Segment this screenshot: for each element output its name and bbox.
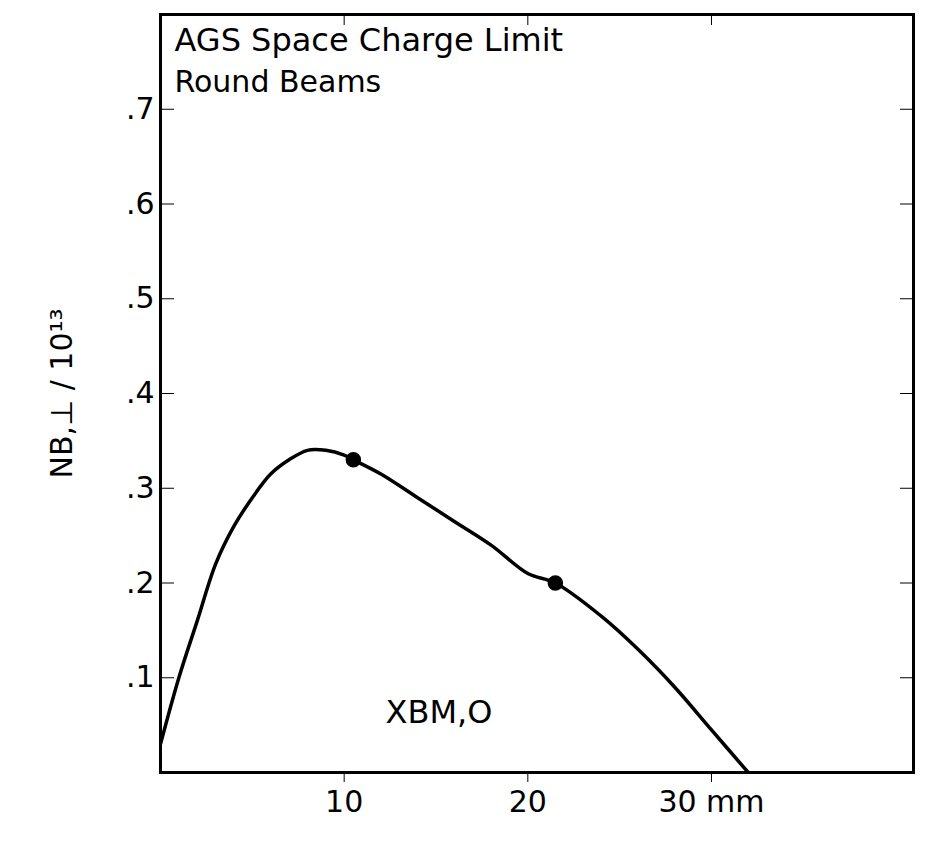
svg-text:.6: .6 — [126, 186, 155, 221]
svg-text:20: 20 — [509, 784, 547, 819]
svg-text:.3: .3 — [126, 470, 155, 505]
svg-text:.7: .7 — [126, 91, 155, 126]
svg-text:XBM,O: XBM,O — [386, 693, 493, 731]
svg-text:.5: .5 — [126, 280, 155, 315]
svg-text:30 mm: 30 mm — [658, 784, 764, 819]
svg-text:.4: .4 — [126, 375, 155, 410]
svg-text:NB,⊥ / 10¹³: NB,⊥ / 10¹³ — [44, 308, 79, 478]
svg-text:Round Beams: Round Beams — [175, 64, 382, 99]
svg-text:.1: .1 — [126, 659, 155, 694]
svg-text:AGS Space Charge Limit: AGS Space Charge Limit — [175, 21, 564, 59]
svg-text:10: 10 — [325, 784, 363, 819]
svg-text:.2: .2 — [126, 565, 155, 600]
